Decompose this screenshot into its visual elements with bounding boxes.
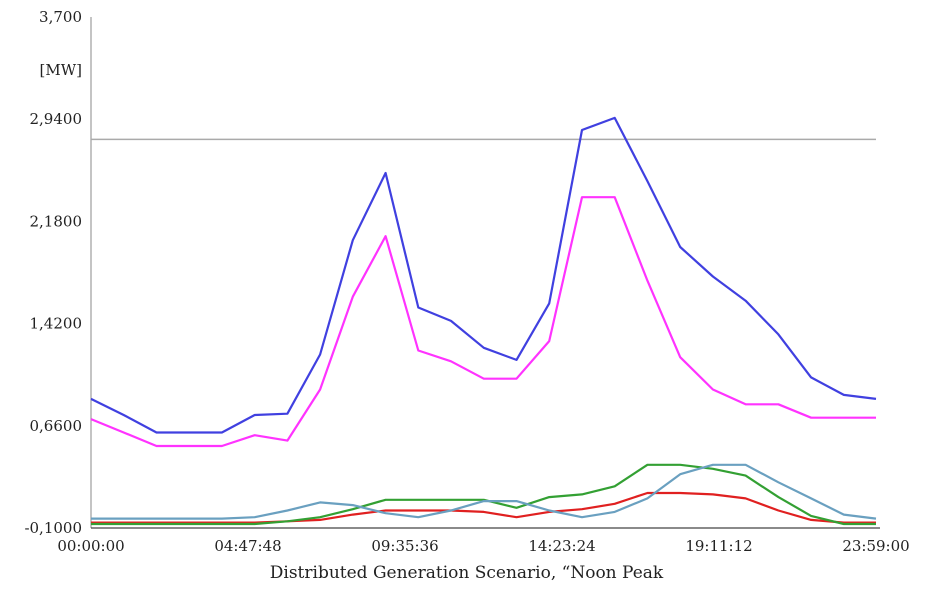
x-tick-label: 23:59:00	[842, 537, 909, 555]
series-line-2	[90, 196, 876, 448]
x-tick-label: 19:11:12	[685, 537, 752, 555]
y-tick-label: 1,4200	[30, 315, 83, 333]
y-tick-label: 3,700	[39, 8, 82, 26]
series-line-3	[91, 463, 877, 520]
chart-axes	[90, 17, 880, 529]
series-line-4	[91, 463, 876, 526]
series-group	[90, 116, 877, 526]
y-tick-label: 0,6600	[30, 417, 83, 435]
y-tick-label: -0,1000	[24, 519, 82, 537]
series-line-5	[91, 491, 876, 524]
x-tick-label: 04:47:48	[214, 537, 281, 555]
chart-caption: Distributed Generation Scenario, “Noon P…	[269, 563, 664, 583]
x-tick-label: 09:35:36	[371, 537, 438, 555]
x-tick-label: 00:00:00	[57, 537, 124, 555]
series-line-1	[90, 116, 877, 434]
x-tick-label: 14:23:24	[528, 537, 595, 555]
y-tick-label: 2,1800	[30, 212, 83, 230]
y-axis-label: [MW]	[40, 61, 82, 79]
y-tick-labels: 3,700 2,9400 2,1800 1,4200 0,6600 -0,1000	[24, 8, 82, 537]
x-tick-labels: 00:00:00 04:47:48 09:35:36 14:23:24 19:11:12…	[57, 537, 909, 555]
y-tick-label: 2,9400	[30, 110, 83, 128]
